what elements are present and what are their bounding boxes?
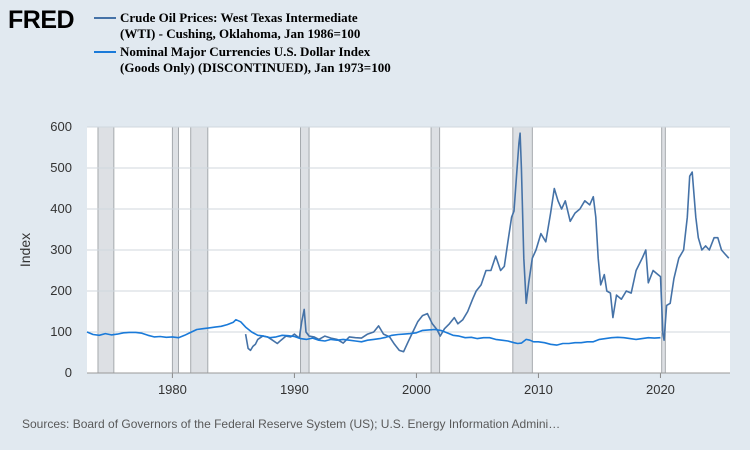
- y-tick-label: 600: [50, 119, 72, 134]
- y-tick-label: 100: [50, 324, 72, 339]
- fred-logo[interactable]: FRED: [8, 6, 75, 35]
- legend-label-wti: Crude Oil Prices: West Texas Intermediat…: [120, 10, 361, 41]
- legend-swatch-dollar-index: [94, 51, 116, 53]
- x-tick-label: 1980: [158, 382, 187, 397]
- y-tick-label: 300: [50, 242, 72, 257]
- fred-logo-text: FRED: [8, 6, 75, 34]
- y-tick-label: 400: [50, 201, 72, 216]
- source-note: Sources: Board of Governors of the Feder…: [22, 417, 561, 431]
- legend-label-dollar-index: Nominal Major Currencies U.S. Dollar Ind…: [120, 44, 391, 75]
- legend-item-dollar-index[interactable]: Nominal Major Currencies U.S. Dollar Ind…: [92, 44, 392, 76]
- x-tick-label: 2010: [524, 382, 553, 397]
- y-tick-label: 500: [50, 160, 72, 175]
- series-line-dollar-index: [86, 318, 661, 346]
- x-tick-label: 2000: [402, 382, 431, 397]
- y-tick-label: 200: [50, 283, 72, 298]
- x-tick-label: 1990: [280, 382, 309, 397]
- chart-legend: Crude Oil Prices: West Texas Intermediat…: [92, 10, 392, 78]
- x-tick-label: 2020: [646, 382, 675, 397]
- y-axis-label: Index: [17, 233, 33, 267]
- legend-item-wti[interactable]: Crude Oil Prices: West Texas Intermediat…: [92, 10, 392, 42]
- y-tick-label: 0: [65, 365, 72, 380]
- legend-swatch-wti: [94, 17, 116, 19]
